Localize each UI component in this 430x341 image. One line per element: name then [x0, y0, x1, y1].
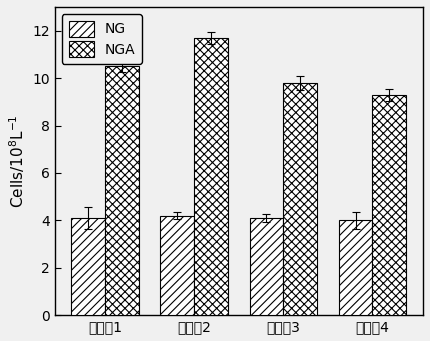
Legend: NG, NGA: NG, NGA	[61, 14, 142, 64]
Bar	[194, 38, 228, 315]
Bar	[160, 216, 194, 315]
Bar	[249, 218, 283, 315]
Bar	[338, 220, 372, 315]
Y-axis label: Cells/10$^{8}$L$^{-1}$: Cells/10$^{8}$L$^{-1}$	[7, 114, 27, 208]
Bar	[71, 218, 105, 315]
Bar	[372, 95, 406, 315]
Bar	[105, 66, 139, 315]
Bar	[283, 83, 317, 315]
